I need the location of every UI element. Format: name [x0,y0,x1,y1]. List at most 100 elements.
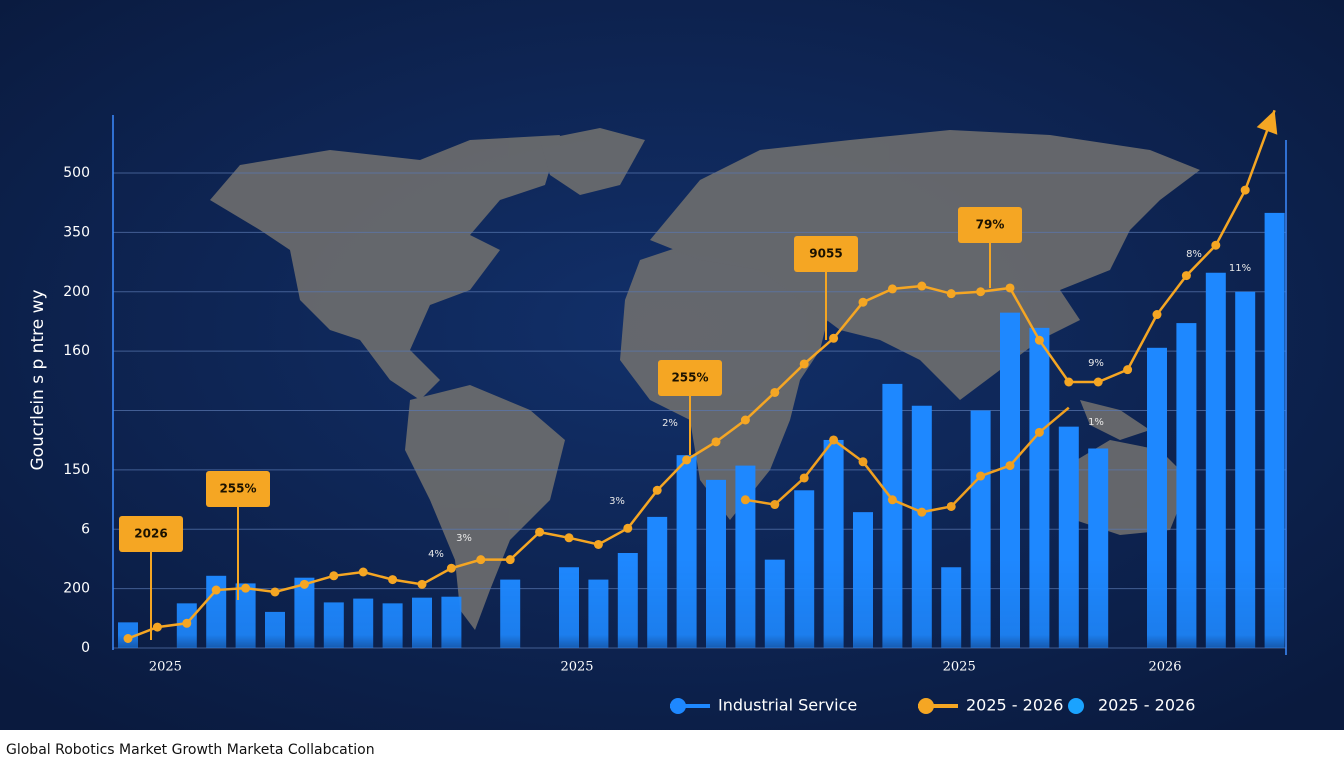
bar [647,516,668,648]
line-point [1123,365,1133,375]
line-point [917,507,927,517]
bar [1235,291,1256,648]
line-point [358,567,368,577]
y-tick-label: 0 [81,640,90,656]
line-point [152,622,162,632]
line-point [593,539,603,549]
line-point [770,387,780,397]
line-point [564,533,574,543]
legend-swatch [670,698,686,714]
line-point [329,571,339,581]
small-label: 4% [428,549,444,560]
legend-swatch [1068,698,1084,714]
line-point [476,555,486,565]
bar [1000,312,1020,648]
line-point [1181,271,1191,281]
x-tick-label: 2025 [560,660,593,675]
y-tick-label: 500 [63,165,90,181]
small-label: 11% [1229,263,1251,274]
line-point [182,618,192,628]
line-point [535,527,545,537]
bar [588,579,609,648]
bar [1176,323,1197,648]
bar [441,596,462,648]
line-point [770,500,780,510]
line-point [1034,335,1044,345]
line-point [123,634,133,643]
line-point [1240,185,1250,195]
line-point [858,457,868,467]
bar [882,383,903,648]
arrow-head [1256,110,1278,135]
caption: Global Robotics Market Growth Marketa Co… [6,742,375,758]
line-point [887,495,897,505]
line-point [946,289,956,299]
line-point [299,579,309,589]
line-point [1034,427,1044,437]
callout-label: 255% [671,371,708,385]
line-point [1005,283,1015,293]
legend-label: 2025 - 2026 [966,696,1063,715]
x-tick-label: 2025 [943,660,976,675]
line-point [829,435,839,445]
bar [764,559,785,648]
bar [382,603,403,648]
bar [1147,347,1167,648]
line-point [711,437,721,447]
legend-swatch [918,698,934,714]
bar [559,567,579,648]
line-point [270,587,280,597]
y-tick-label: 200 [63,284,90,300]
bar [1029,327,1050,648]
small-label: 1% [1088,417,1104,428]
bar [1058,426,1079,648]
small-label: 8% [1186,249,1202,260]
small-label: 9% [1088,358,1104,369]
caption-bar [0,730,1344,768]
line-point [623,523,633,533]
bar [412,597,432,648]
line-point [1211,240,1221,250]
line-point [211,585,221,595]
line-point [1005,461,1015,471]
callout-box [958,207,1022,243]
bar [265,611,285,648]
y-tick-label: 160 [63,343,90,359]
line-point [1152,310,1162,320]
bar [941,567,962,648]
callout-box [658,360,722,396]
y-tick-label: 200 [63,581,90,597]
line-point [388,575,398,585]
bar [911,405,932,648]
callout-box [119,516,183,552]
line-point [858,297,868,307]
line-point [417,579,427,589]
callout-label: 255% [219,482,256,496]
callout-label: 9055 [809,247,842,261]
bar [353,598,374,648]
bar [323,602,344,648]
line-point [887,284,897,294]
small-label: 2% [662,418,678,429]
y-axis-label: Goucrlein s p ntre wy [28,289,48,470]
small-label: 3% [609,496,625,507]
line-point [976,287,986,297]
line [127,109,1276,640]
line-point [976,471,986,481]
x-tick-label: 2025 [149,660,182,675]
line-point [799,473,809,483]
line-point [241,583,251,593]
y-tick-label: 350 [63,224,90,240]
line-point [1064,377,1074,387]
bar [294,577,315,648]
bar [853,512,873,648]
bar [706,479,726,648]
bar [1088,448,1109,648]
bar [676,455,697,648]
small-label: 3% [456,533,472,544]
line-point [740,495,750,505]
line [745,406,1070,514]
line-point [740,415,750,425]
callout-box [794,236,858,272]
